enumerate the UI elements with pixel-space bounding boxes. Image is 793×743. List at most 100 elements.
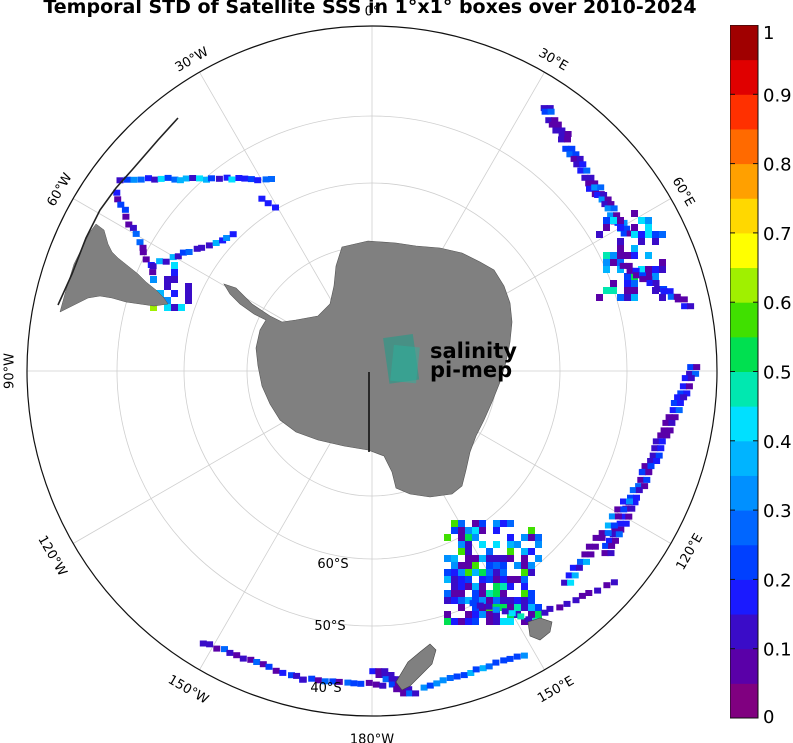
std-cell [608,513,616,520]
std-cell [485,663,493,670]
longitude-label: 150°W [165,672,211,707]
std-cell [458,527,465,534]
std-cell [668,419,676,426]
std-cell [451,590,458,597]
std-cell [123,176,131,183]
std-cell [465,555,472,562]
std-cell [203,176,210,183]
colorbar-swatch [730,25,758,61]
std-cell [213,645,221,652]
std-cell [350,680,358,687]
figure-title: Temporal STD of Satellite SSS in 1°x1° b… [43,0,697,18]
std-cell [521,590,528,597]
longitude-label: 90°W [3,353,18,389]
std-cell [444,569,451,576]
std-cell [472,555,479,562]
std-cell [631,210,638,217]
std-cell [579,161,587,168]
std-cell [603,217,610,224]
std-cell [239,655,247,662]
std-cell [617,224,624,231]
logo-mark-icon [383,333,420,384]
std-cell [171,276,178,283]
std-cell [465,618,472,625]
tasmania-landmass [527,617,553,641]
std-cell [486,569,493,576]
std-cell [680,296,688,303]
std-cell [564,136,571,143]
std-cell [196,175,203,182]
colorbar-swatch [730,163,758,199]
std-cell [645,231,652,238]
std-cell [469,600,477,607]
std-cell [572,597,580,604]
std-cell [564,131,572,137]
std-cell [692,370,700,377]
std-cell [465,611,472,618]
std-cell [479,590,486,597]
std-cell [433,680,441,687]
colorbar-ticks: 0 0.1 0.2 0.3 0.4 0.5 0.6 0.7 0.8 0.9 1 [730,25,792,725]
colorbar-tick-label: 0.1 [763,640,792,661]
std-cell [288,672,295,679]
std-cell [535,541,542,548]
latitude-label: 40°S [310,681,341,696]
std-cell [645,217,652,224]
std-cell [606,537,613,544]
std-cell [514,597,521,604]
std-cell [568,145,576,152]
std-cell [465,583,472,590]
std-cell [608,542,616,549]
std-cell [513,653,521,660]
std-cell [657,445,665,452]
std-cell [492,606,500,613]
std-cell [500,657,508,664]
colorbar-swatch [730,475,758,511]
std-cell [652,273,659,280]
std-cell [610,252,617,259]
colorbar-swatches [730,25,758,719]
std-cell [479,541,486,548]
std-cell [406,690,414,697]
std-cell [486,590,493,597]
std-cell [674,296,682,303]
std-cell [185,297,192,304]
std-cell [400,690,408,697]
std-cell [179,249,187,256]
std-cell [616,520,624,527]
std-cell [149,269,157,276]
std-cell [486,576,493,583]
std-cell [631,245,638,252]
std-cell [598,196,606,203]
std-cell [149,263,157,270]
std-cell [632,267,640,274]
std-cell [679,383,687,390]
std-cell [139,244,147,251]
std-cell [507,618,514,625]
std-cell [617,266,624,273]
std-cell [335,678,343,685]
colorbar-tick-label: 1 [763,25,774,44]
std-cell [587,551,595,558]
std-cell [546,605,554,612]
colorbar-tick-label: 0.7 [763,224,792,245]
std-cell [426,682,434,689]
std-cell [610,287,617,294]
std-cell [465,541,472,548]
std-cell [444,611,451,618]
std-cell [465,548,472,555]
std-cell [652,231,659,238]
std-cell [458,548,465,555]
std-cell [169,254,177,261]
std-cell [514,562,521,569]
std-cell [460,672,468,679]
std-cell [479,583,486,590]
std-cell [164,174,172,181]
std-cell [121,206,129,213]
std-cell [171,269,178,276]
std-cell [241,175,249,182]
std-cell [591,184,599,191]
std-cell [264,200,272,207]
std-cell [162,258,170,265]
colorbar-tick-label: 0.8 [763,155,792,176]
